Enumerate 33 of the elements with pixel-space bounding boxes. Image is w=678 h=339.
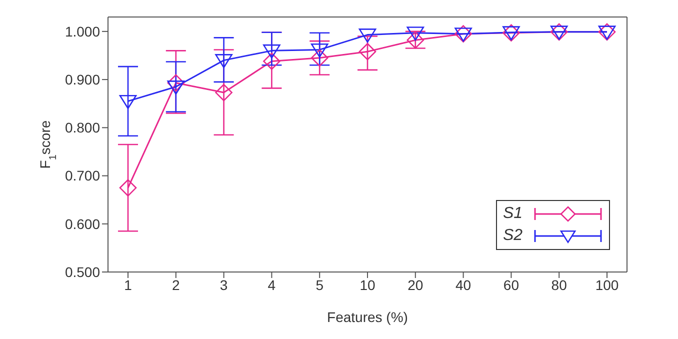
x-tick-label: 40 xyxy=(456,276,472,293)
y-tick-label: 1.000 xyxy=(64,23,100,40)
point xyxy=(358,28,376,43)
x-tick-label: 3 xyxy=(220,276,228,293)
legend-label: S1 xyxy=(503,205,524,223)
x-tick-label: 80 xyxy=(551,276,568,293)
x-tick-label: 1 xyxy=(124,276,132,293)
point xyxy=(310,49,328,67)
point xyxy=(310,43,328,58)
x-axis-title: Features (%) xyxy=(327,309,408,325)
x-tick-label: 5 xyxy=(316,276,324,293)
x-tick-label: 100 xyxy=(595,276,619,293)
y-tick-label: 0.800 xyxy=(64,120,100,136)
point xyxy=(215,54,232,68)
point xyxy=(358,42,376,60)
y-tick-label: 0.700 xyxy=(64,168,100,184)
point xyxy=(167,74,185,92)
point xyxy=(167,80,185,95)
point xyxy=(119,179,137,196)
x-tick-label: 4 xyxy=(268,276,276,293)
point xyxy=(119,94,137,110)
x-tick-label: 60 xyxy=(503,276,520,293)
y-tick-label: 0.900 xyxy=(64,72,100,88)
point xyxy=(263,52,280,70)
x-tick-label: 2 xyxy=(172,276,180,293)
x-tick-label: 10 xyxy=(360,276,376,293)
point xyxy=(406,26,424,41)
point xyxy=(263,44,280,59)
y-tick-label: 0.600 xyxy=(64,216,100,232)
x-tick-label: 20 xyxy=(408,276,424,293)
y-tick-label: 0.500 xyxy=(64,264,100,280)
legend-label: S2 xyxy=(503,227,524,245)
point xyxy=(215,84,232,102)
